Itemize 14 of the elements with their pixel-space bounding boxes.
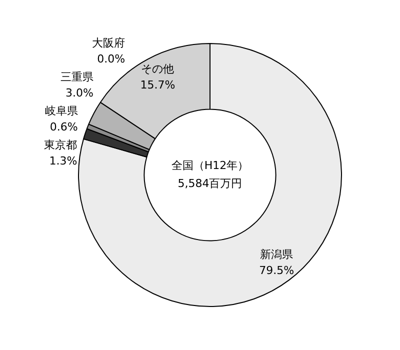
- slice-label: 三重県: [60, 70, 94, 84]
- data-label: 3.0%: [65, 86, 94, 100]
- text: 全国（H12年）: [171, 158, 249, 172]
- data-label: 15.7%: [140, 78, 176, 92]
- slice-label: 岐阜県: [44, 104, 78, 118]
- slice-label: 新潟県: [260, 248, 294, 262]
- category-label: 大阪府: [92, 36, 126, 50]
- data-label: 79.5%: [259, 264, 294, 278]
- text: 0.0%: [97, 52, 126, 66]
- text: 5,584百万円: [178, 176, 242, 190]
- slice-label: 東京都: [44, 138, 78, 152]
- data-label: 1.3%: [49, 154, 78, 168]
- data-label: 0.6%: [50, 120, 78, 134]
- slice-label: その他: [141, 62, 174, 76]
